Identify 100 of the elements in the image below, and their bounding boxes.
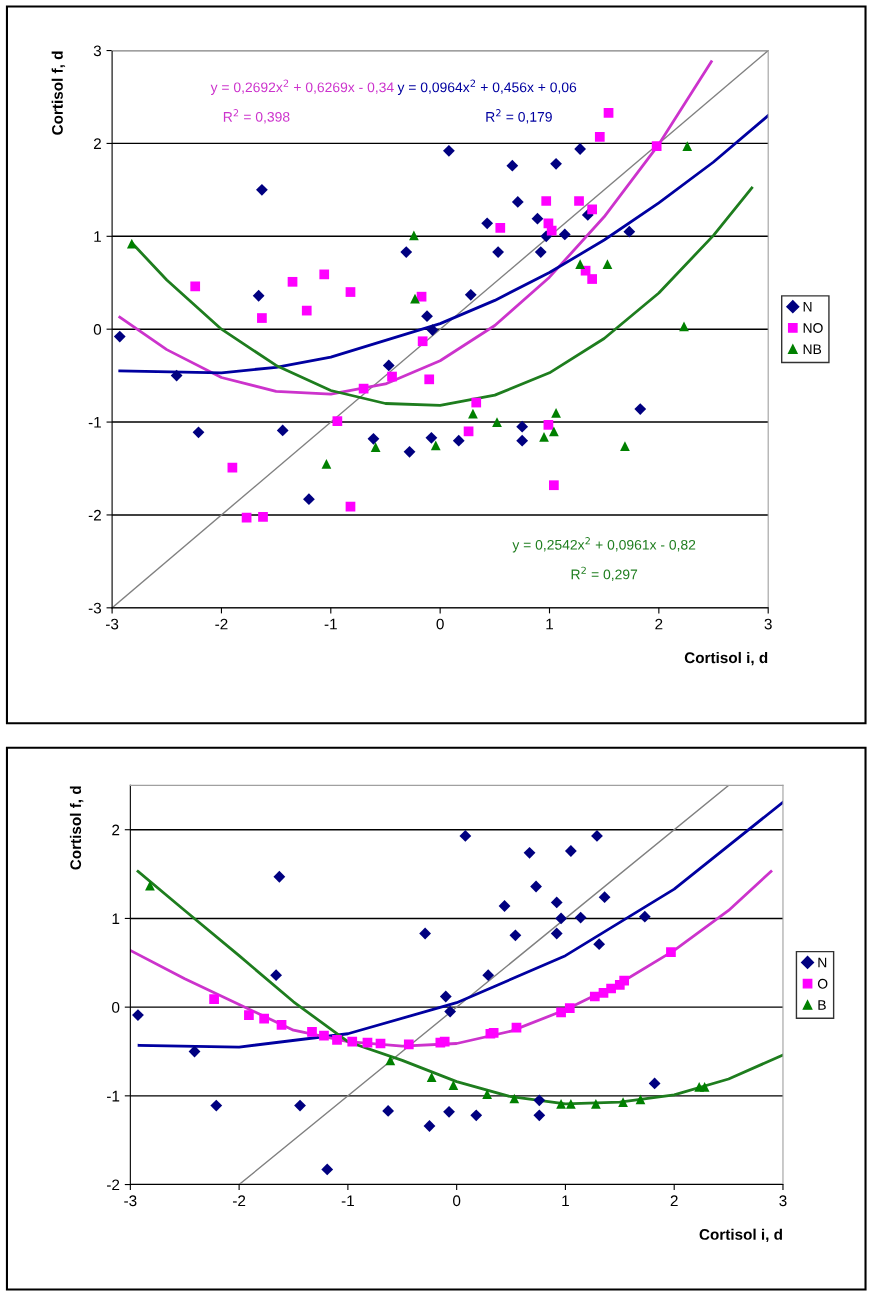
x-tick-label: -2 xyxy=(233,1195,246,1207)
point xyxy=(444,1005,457,1018)
point xyxy=(448,1080,459,1091)
point xyxy=(511,196,524,208)
point xyxy=(421,310,433,323)
point xyxy=(468,408,478,419)
y-tick-label: 2 xyxy=(93,138,101,149)
y-tick-label: 0 xyxy=(93,324,102,335)
x-tick-label: 1 xyxy=(562,1195,569,1207)
point xyxy=(575,259,585,270)
point xyxy=(648,1077,661,1090)
point xyxy=(270,969,282,982)
point xyxy=(423,1120,436,1132)
point xyxy=(387,371,397,382)
point xyxy=(252,289,265,302)
point xyxy=(332,416,343,426)
x-tick-label: -1 xyxy=(341,1195,354,1207)
point xyxy=(276,424,289,437)
point xyxy=(443,144,455,157)
point xyxy=(385,1055,396,1066)
annotation: R$^{2}$ = 0,398 xyxy=(223,109,290,124)
x-tick-label: 0 xyxy=(436,618,444,630)
point xyxy=(439,1036,450,1047)
point xyxy=(598,891,611,904)
point xyxy=(256,183,268,196)
point xyxy=(294,1099,306,1112)
point xyxy=(509,929,522,942)
point xyxy=(319,1030,329,1041)
point xyxy=(618,1097,628,1107)
y-tick-label: 1 xyxy=(112,913,120,924)
point xyxy=(367,432,380,445)
point xyxy=(439,990,452,1003)
point xyxy=(382,359,395,372)
point xyxy=(619,975,630,986)
point xyxy=(551,407,561,418)
point xyxy=(416,291,427,302)
point xyxy=(481,217,494,230)
point xyxy=(419,927,432,940)
y-tick-label: -2 xyxy=(88,509,101,521)
point xyxy=(543,419,554,430)
point xyxy=(564,1003,575,1013)
x-tick-label: 1 xyxy=(546,618,553,630)
legend-label: B xyxy=(818,1000,826,1010)
point xyxy=(587,204,598,215)
legend-label: N xyxy=(818,957,827,968)
x-tick-label: 3 xyxy=(764,618,772,630)
point xyxy=(594,132,605,142)
point xyxy=(623,225,636,238)
x-axis-title: Cortisol i, d xyxy=(684,651,768,666)
point xyxy=(332,1035,342,1045)
annotation: y = 0,2542x$^{2}$ + 0,0961x - 0,82 xyxy=(512,537,696,553)
point xyxy=(287,276,298,287)
point xyxy=(531,212,544,225)
y-tick-label: -2 xyxy=(107,1179,120,1191)
y-tick-label: -3 xyxy=(88,602,102,614)
point xyxy=(620,441,630,452)
point xyxy=(347,1036,358,1047)
x-tick-label: -2 xyxy=(215,618,228,630)
annotation: y = 0,0964x$^{2}$ + 0,456x + 0,06 xyxy=(397,79,577,95)
x-tick-label: 2 xyxy=(670,1195,678,1207)
x-tick-label: 2 xyxy=(655,618,663,630)
point xyxy=(666,947,676,957)
point xyxy=(319,269,330,280)
point xyxy=(345,287,356,297)
legend-label: N xyxy=(803,301,812,312)
point xyxy=(516,420,529,433)
point xyxy=(550,157,562,170)
x-axis-title: Cortisol i, d xyxy=(699,1228,782,1243)
point xyxy=(192,426,205,439)
point xyxy=(492,246,504,258)
point xyxy=(409,230,419,241)
point xyxy=(382,1105,395,1117)
point xyxy=(539,432,549,442)
point xyxy=(549,426,559,437)
point xyxy=(555,912,567,925)
point xyxy=(533,1094,546,1107)
point xyxy=(509,1093,520,1104)
annotation: R$^{2}$ = 0,179 xyxy=(486,109,552,124)
x-tick-label: 0 xyxy=(453,1195,461,1207)
point xyxy=(459,830,472,842)
point xyxy=(593,938,606,951)
point xyxy=(534,246,547,258)
point xyxy=(425,431,438,444)
point xyxy=(321,1163,334,1176)
point xyxy=(424,374,435,385)
point xyxy=(190,281,201,292)
point xyxy=(482,1089,492,1099)
point xyxy=(426,1072,437,1083)
point xyxy=(574,143,587,155)
point xyxy=(126,238,137,249)
point xyxy=(530,880,542,893)
point xyxy=(463,426,474,437)
point xyxy=(257,313,267,323)
annotation: y = 0,2692x$^{2}$ + 0,6269x - 0,34 xyxy=(210,79,394,95)
line-series xyxy=(130,870,773,1048)
point xyxy=(564,845,577,857)
line-series xyxy=(118,60,713,396)
point xyxy=(549,480,559,491)
point xyxy=(241,512,252,523)
point xyxy=(635,1094,646,1105)
